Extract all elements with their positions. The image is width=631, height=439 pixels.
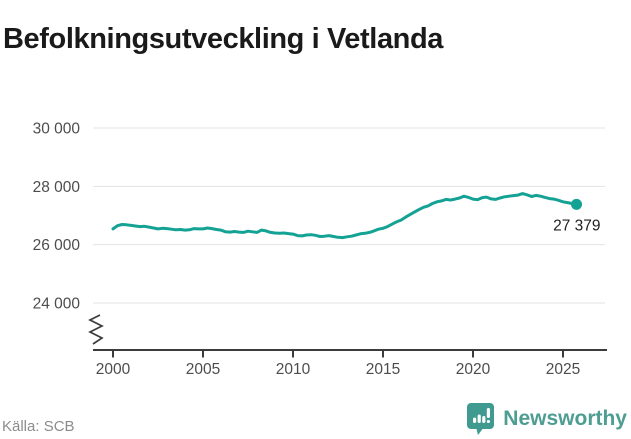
exclamation-bar — [487, 408, 491, 418]
latest-value-dot — [571, 198, 582, 210]
x-axis-ticks — [112, 350, 564, 358]
newsworthy-logo[interactable]: Newsworthy — [466, 401, 627, 437]
newsworthy-logo-text: Newsworthy — [503, 407, 627, 430]
source-caption: Källa: SCB — [2, 418, 75, 435]
latest-value-label: 27 379 — [553, 217, 600, 234]
x-axis-tick-label: 2025 — [546, 361, 580, 378]
gridlines — [93, 127, 605, 304]
mini-bar-chart-glyph — [473, 408, 491, 423]
x-axis-labels: 2000 2005 2010 2015 2020 2025 — [96, 361, 580, 378]
x-axis-tick-label: 2005 — [186, 361, 220, 378]
y-axis-tick-label: 30 000 — [33, 121, 81, 138]
population-line-series — [111, 192, 578, 240]
x-axis-tick-label: 2010 — [276, 361, 311, 378]
y-axis-tick-label: 26 000 — [33, 237, 81, 254]
newsworthy-logo-icon — [467, 403, 495, 435]
exclamation-dot — [487, 420, 491, 423]
x-axis-tick-label: 2020 — [456, 361, 491, 378]
y-axis-tick-label: 24 000 — [33, 295, 81, 312]
y-axis-labels: 30 000 28 000 26 000 24 000 — [33, 121, 81, 313]
y-axis-tick-label: 28 000 — [33, 179, 81, 196]
x-axis-tick-label: 2000 — [96, 361, 131, 378]
x-axis-tick-label: 2015 — [366, 361, 400, 378]
page-title: Befolkningsutveckling i Vetlanda — [3, 23, 444, 56]
axis-break-icon — [88, 314, 104, 345]
